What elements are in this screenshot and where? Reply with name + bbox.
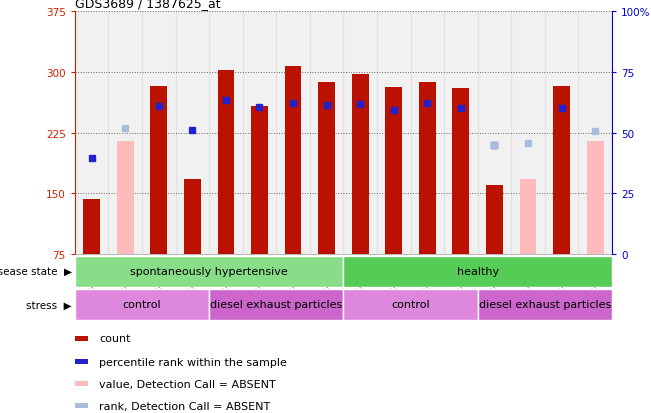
Bar <box>519 179 536 254</box>
Bar <box>150 86 167 254</box>
Bar <box>75 256 344 287</box>
Bar <box>545 12 578 254</box>
Text: spontaneously hypertensive: spontaneously hypertensive <box>130 266 288 277</box>
Text: count: count <box>99 334 131 344</box>
Text: value, Detection Call = ABSENT: value, Detection Call = ABSENT <box>99 379 276 389</box>
Bar <box>284 67 301 254</box>
Bar <box>75 403 89 408</box>
Bar <box>75 336 89 341</box>
Bar <box>344 289 478 320</box>
Bar <box>452 89 469 254</box>
Bar <box>142 12 176 254</box>
Text: diesel exhaust particles: diesel exhaust particles <box>478 299 611 310</box>
Bar <box>344 256 612 287</box>
Text: stress  ▶: stress ▶ <box>26 299 72 310</box>
Bar <box>243 12 276 254</box>
Bar <box>176 12 209 254</box>
Bar <box>75 382 89 387</box>
Bar <box>419 83 436 254</box>
Bar <box>75 360 89 365</box>
Bar <box>310 12 344 254</box>
Bar <box>209 289 344 320</box>
Bar <box>276 12 310 254</box>
Bar <box>217 70 234 254</box>
Text: percentile rank within the sample: percentile rank within the sample <box>99 357 287 367</box>
Bar <box>209 12 243 254</box>
Bar <box>587 141 603 254</box>
Bar <box>385 88 402 254</box>
Bar <box>377 12 411 254</box>
Bar <box>553 87 570 254</box>
Bar <box>109 12 142 254</box>
Bar <box>352 75 368 254</box>
Bar <box>578 12 612 254</box>
Bar <box>117 141 133 254</box>
Text: GDS3689 / 1387625_at: GDS3689 / 1387625_at <box>75 0 221 10</box>
Text: control: control <box>391 299 430 310</box>
Text: healthy: healthy <box>456 266 499 277</box>
Bar <box>184 179 201 254</box>
Bar <box>511 12 545 254</box>
Bar <box>344 12 377 254</box>
Text: rank, Detection Call = ABSENT: rank, Detection Call = ABSENT <box>99 401 270 411</box>
Bar <box>478 289 612 320</box>
Bar <box>83 199 100 254</box>
Text: diesel exhaust particles: diesel exhaust particles <box>210 299 342 310</box>
Bar <box>251 107 268 254</box>
Bar <box>75 12 109 254</box>
Bar <box>75 289 209 320</box>
Bar <box>411 12 444 254</box>
Bar <box>478 12 511 254</box>
Bar <box>318 83 335 254</box>
Bar <box>444 12 478 254</box>
Text: control: control <box>122 299 161 310</box>
Text: disease state  ▶: disease state ▶ <box>0 266 72 277</box>
Bar <box>486 185 503 254</box>
